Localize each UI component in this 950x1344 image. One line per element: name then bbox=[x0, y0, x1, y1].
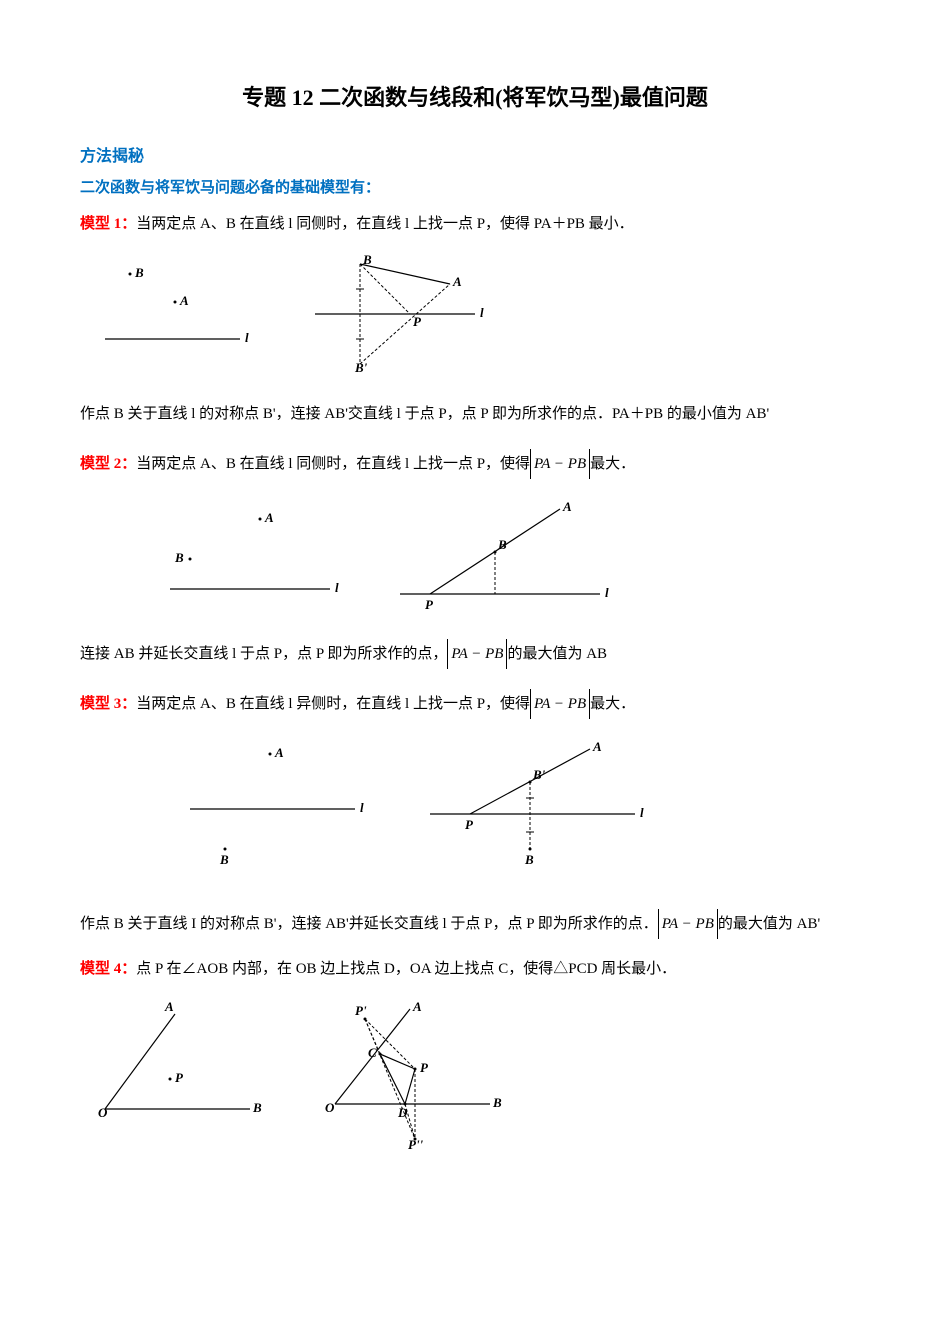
svg-text:l: l bbox=[360, 800, 364, 815]
model-2-conclusion-post: 的最大值为 AB bbox=[507, 646, 607, 662]
model-1-label: 模型 1： bbox=[80, 216, 136, 232]
model-4-diagram-left: O B A P bbox=[90, 999, 270, 1154]
svg-text:P: P bbox=[420, 1060, 429, 1075]
model-2-formula: PA − PB bbox=[530, 449, 590, 479]
svg-text:A: A bbox=[412, 999, 422, 1014]
model-1-diagram-right: l B A B' P bbox=[300, 254, 500, 379]
svg-text:P: P bbox=[465, 817, 474, 832]
model-3-conclusion-post: 的最大值为 AB' bbox=[718, 916, 820, 932]
svg-text:A: A bbox=[562, 499, 572, 514]
model-2-diagrams: A B l l A B P bbox=[160, 494, 870, 619]
model-4-label: 模型 4： bbox=[80, 961, 136, 977]
svg-text:B: B bbox=[134, 265, 144, 280]
model-3-formula: PA − PB bbox=[530, 689, 590, 719]
svg-text:P: P bbox=[175, 1070, 184, 1085]
svg-text:O: O bbox=[98, 1105, 108, 1119]
model-2-conclusion-pre: 连接 AB 并延长交直线 l 于点 P，点 P 即为所求作的点， bbox=[80, 646, 447, 662]
model-1-text: 当两定点 A、B 在直线 l 同侧时，在直线 l 上找一点 P，使得 PA＋PB… bbox=[136, 216, 633, 232]
model-3-conclusion-formula: PA − PB bbox=[658, 909, 718, 939]
model-3-text-pre: 当两定点 A、B 在直线 l 异侧时，在直线 l 上找一点 P，使得 bbox=[136, 696, 530, 712]
model-1-heading: 模型 1：当两定点 A、B 在直线 l 同侧时，在直线 l 上找一点 P，使得 … bbox=[80, 209, 870, 239]
model-1-diagrams: B A l l B A B' P bbox=[100, 254, 870, 379]
model-1-conclusion: 作点 B 关于直线 l 的对称点 B'，连接 AB'交直线 l 于点 P，点 P… bbox=[80, 399, 870, 429]
model-4-diagrams: O B A P O B A P P' P'' C D bbox=[90, 999, 870, 1154]
model-4-text: 点 P 在∠AOB 内部，在 OB 边上找点 D，OA 边上找点 C，使得△PC… bbox=[136, 961, 676, 977]
svg-text:D: D bbox=[397, 1105, 408, 1120]
model-3-label: 模型 3： bbox=[80, 696, 136, 712]
svg-text:l: l bbox=[245, 330, 249, 345]
svg-text:B': B' bbox=[354, 360, 368, 374]
svg-text:B: B bbox=[524, 852, 534, 867]
svg-text:B: B bbox=[252, 1100, 262, 1115]
section-method-reveal: 方法揭秘 bbox=[80, 142, 870, 166]
section-models-intro: 二次函数与将军饮马问题必备的基础模型有： bbox=[80, 176, 870, 197]
model-2-text-pre: 当两定点 A、B 在直线 l 同侧时，在直线 l 上找一点 P，使得 bbox=[136, 456, 530, 472]
model-4-diagram-right: O B A P P' P'' C D bbox=[310, 999, 510, 1154]
model-2-diagram-left: A B l bbox=[160, 494, 350, 619]
svg-text:C: C bbox=[368, 1045, 377, 1060]
svg-text:B': B' bbox=[532, 767, 546, 782]
svg-text:A: A bbox=[452, 274, 462, 289]
svg-text:l: l bbox=[480, 305, 484, 320]
page-title: 专题 12 二次函数与线段和(将军饮马型)最值问题 bbox=[80, 80, 870, 112]
svg-text:P: P bbox=[425, 597, 434, 612]
svg-text:A: A bbox=[264, 510, 274, 525]
model-1-diagram-left: B A l bbox=[100, 254, 260, 379]
svg-text:A: A bbox=[179, 293, 189, 308]
svg-text:B: B bbox=[174, 550, 184, 565]
svg-text:P'': P'' bbox=[408, 1137, 424, 1149]
svg-text:B: B bbox=[497, 537, 507, 552]
svg-text:A: A bbox=[164, 999, 174, 1014]
model-2-conclusion: 连接 AB 并延长交直线 l 于点 P，点 P 即为所求作的点，PA − PB的… bbox=[80, 639, 870, 669]
svg-text:B: B bbox=[219, 852, 229, 867]
model-2-label: 模型 2： bbox=[80, 456, 136, 472]
svg-text:B: B bbox=[362, 254, 372, 267]
model-3-diagrams: A l B l A B' P B bbox=[180, 734, 870, 889]
svg-text:P': P' bbox=[355, 1003, 367, 1018]
model-2-diagram-right: l A B P bbox=[390, 494, 620, 619]
model-3-diagram-right: l A B' P B bbox=[420, 734, 660, 889]
svg-text:P: P bbox=[413, 314, 422, 329]
model-3-conclusion-pre: 作点 B 关于直线 I 的对称点 B'，连接 AB'并延长交直线 l 于点 P，… bbox=[80, 916, 658, 932]
model-2-text-post: 最大． bbox=[590, 456, 635, 472]
svg-text:l: l bbox=[640, 805, 644, 820]
model-3-text-post: 最大． bbox=[590, 696, 635, 712]
model-3-diagram-left: A l B bbox=[180, 734, 380, 889]
model-4-heading: 模型 4：点 P 在∠AOB 内部，在 OB 边上找点 D，OA 边上找点 C，… bbox=[80, 954, 870, 984]
svg-text:A: A bbox=[592, 739, 602, 754]
svg-text:O: O bbox=[325, 1100, 335, 1115]
model-3-conclusion: 作点 B 关于直线 I 的对称点 B'，连接 AB'并延长交直线 l 于点 P，… bbox=[80, 909, 870, 939]
svg-text:l: l bbox=[335, 580, 339, 595]
model-3-heading: 模型 3：当两定点 A、B 在直线 l 异侧时，在直线 l 上找一点 P，使得P… bbox=[80, 689, 870, 719]
model-2-heading: 模型 2：当两定点 A、B 在直线 l 同侧时，在直线 l 上找一点 P，使得P… bbox=[80, 449, 870, 479]
svg-text:B: B bbox=[492, 1095, 502, 1110]
model-2-conclusion-formula: PA − PB bbox=[447, 639, 507, 669]
svg-text:A: A bbox=[274, 745, 284, 760]
svg-text:l: l bbox=[605, 585, 609, 600]
